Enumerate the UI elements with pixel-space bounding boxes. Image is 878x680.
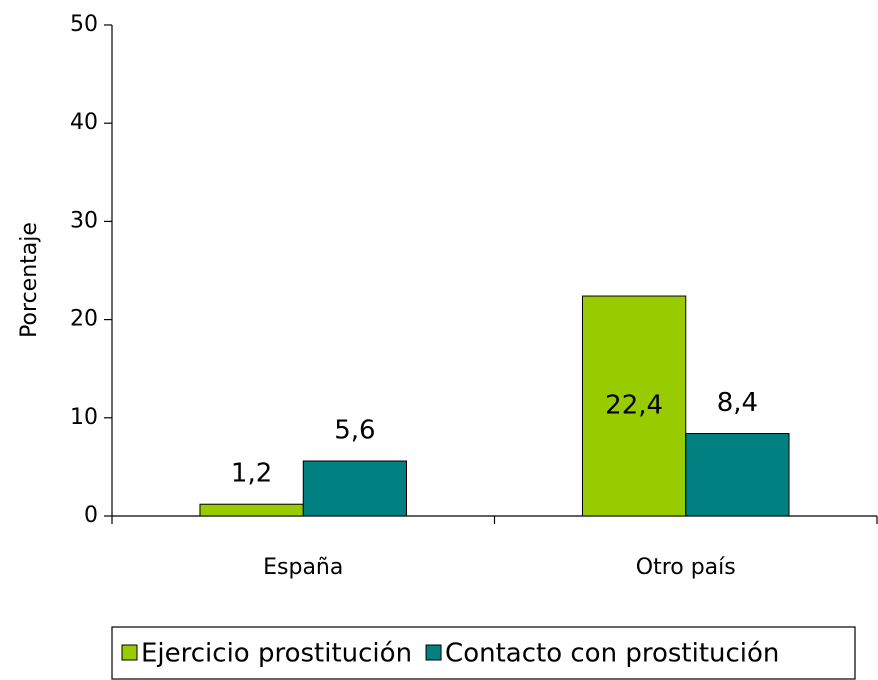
legend-label: Ejercicio prostitución	[141, 639, 412, 669]
value-label: 1,2	[231, 459, 272, 489]
y-tick-label: 40	[70, 110, 98, 135]
x-tick-label: Otro país	[636, 555, 736, 580]
legend-box	[111, 626, 856, 680]
legend-swatch	[121, 644, 138, 661]
y-tick-label: 0	[84, 503, 98, 528]
y-tick-label: 30	[70, 208, 98, 233]
value-label: 8,4	[717, 388, 758, 418]
value-label: 22,4	[605, 391, 663, 421]
y-axis-label: Porcentaje	[17, 222, 42, 338]
legend-label: Contacto con prostitución	[445, 639, 779, 669]
legend-swatch	[425, 644, 442, 661]
bar	[581, 295, 687, 517]
x-tick-label: España	[263, 555, 343, 580]
y-tick-label: 10	[70, 405, 98, 430]
y-tick-label: 20	[70, 307, 98, 332]
value-label: 5,6	[334, 416, 375, 446]
bar	[302, 460, 408, 517]
bar	[685, 433, 790, 517]
y-tick-label: 50	[70, 12, 98, 37]
bar	[199, 503, 304, 517]
